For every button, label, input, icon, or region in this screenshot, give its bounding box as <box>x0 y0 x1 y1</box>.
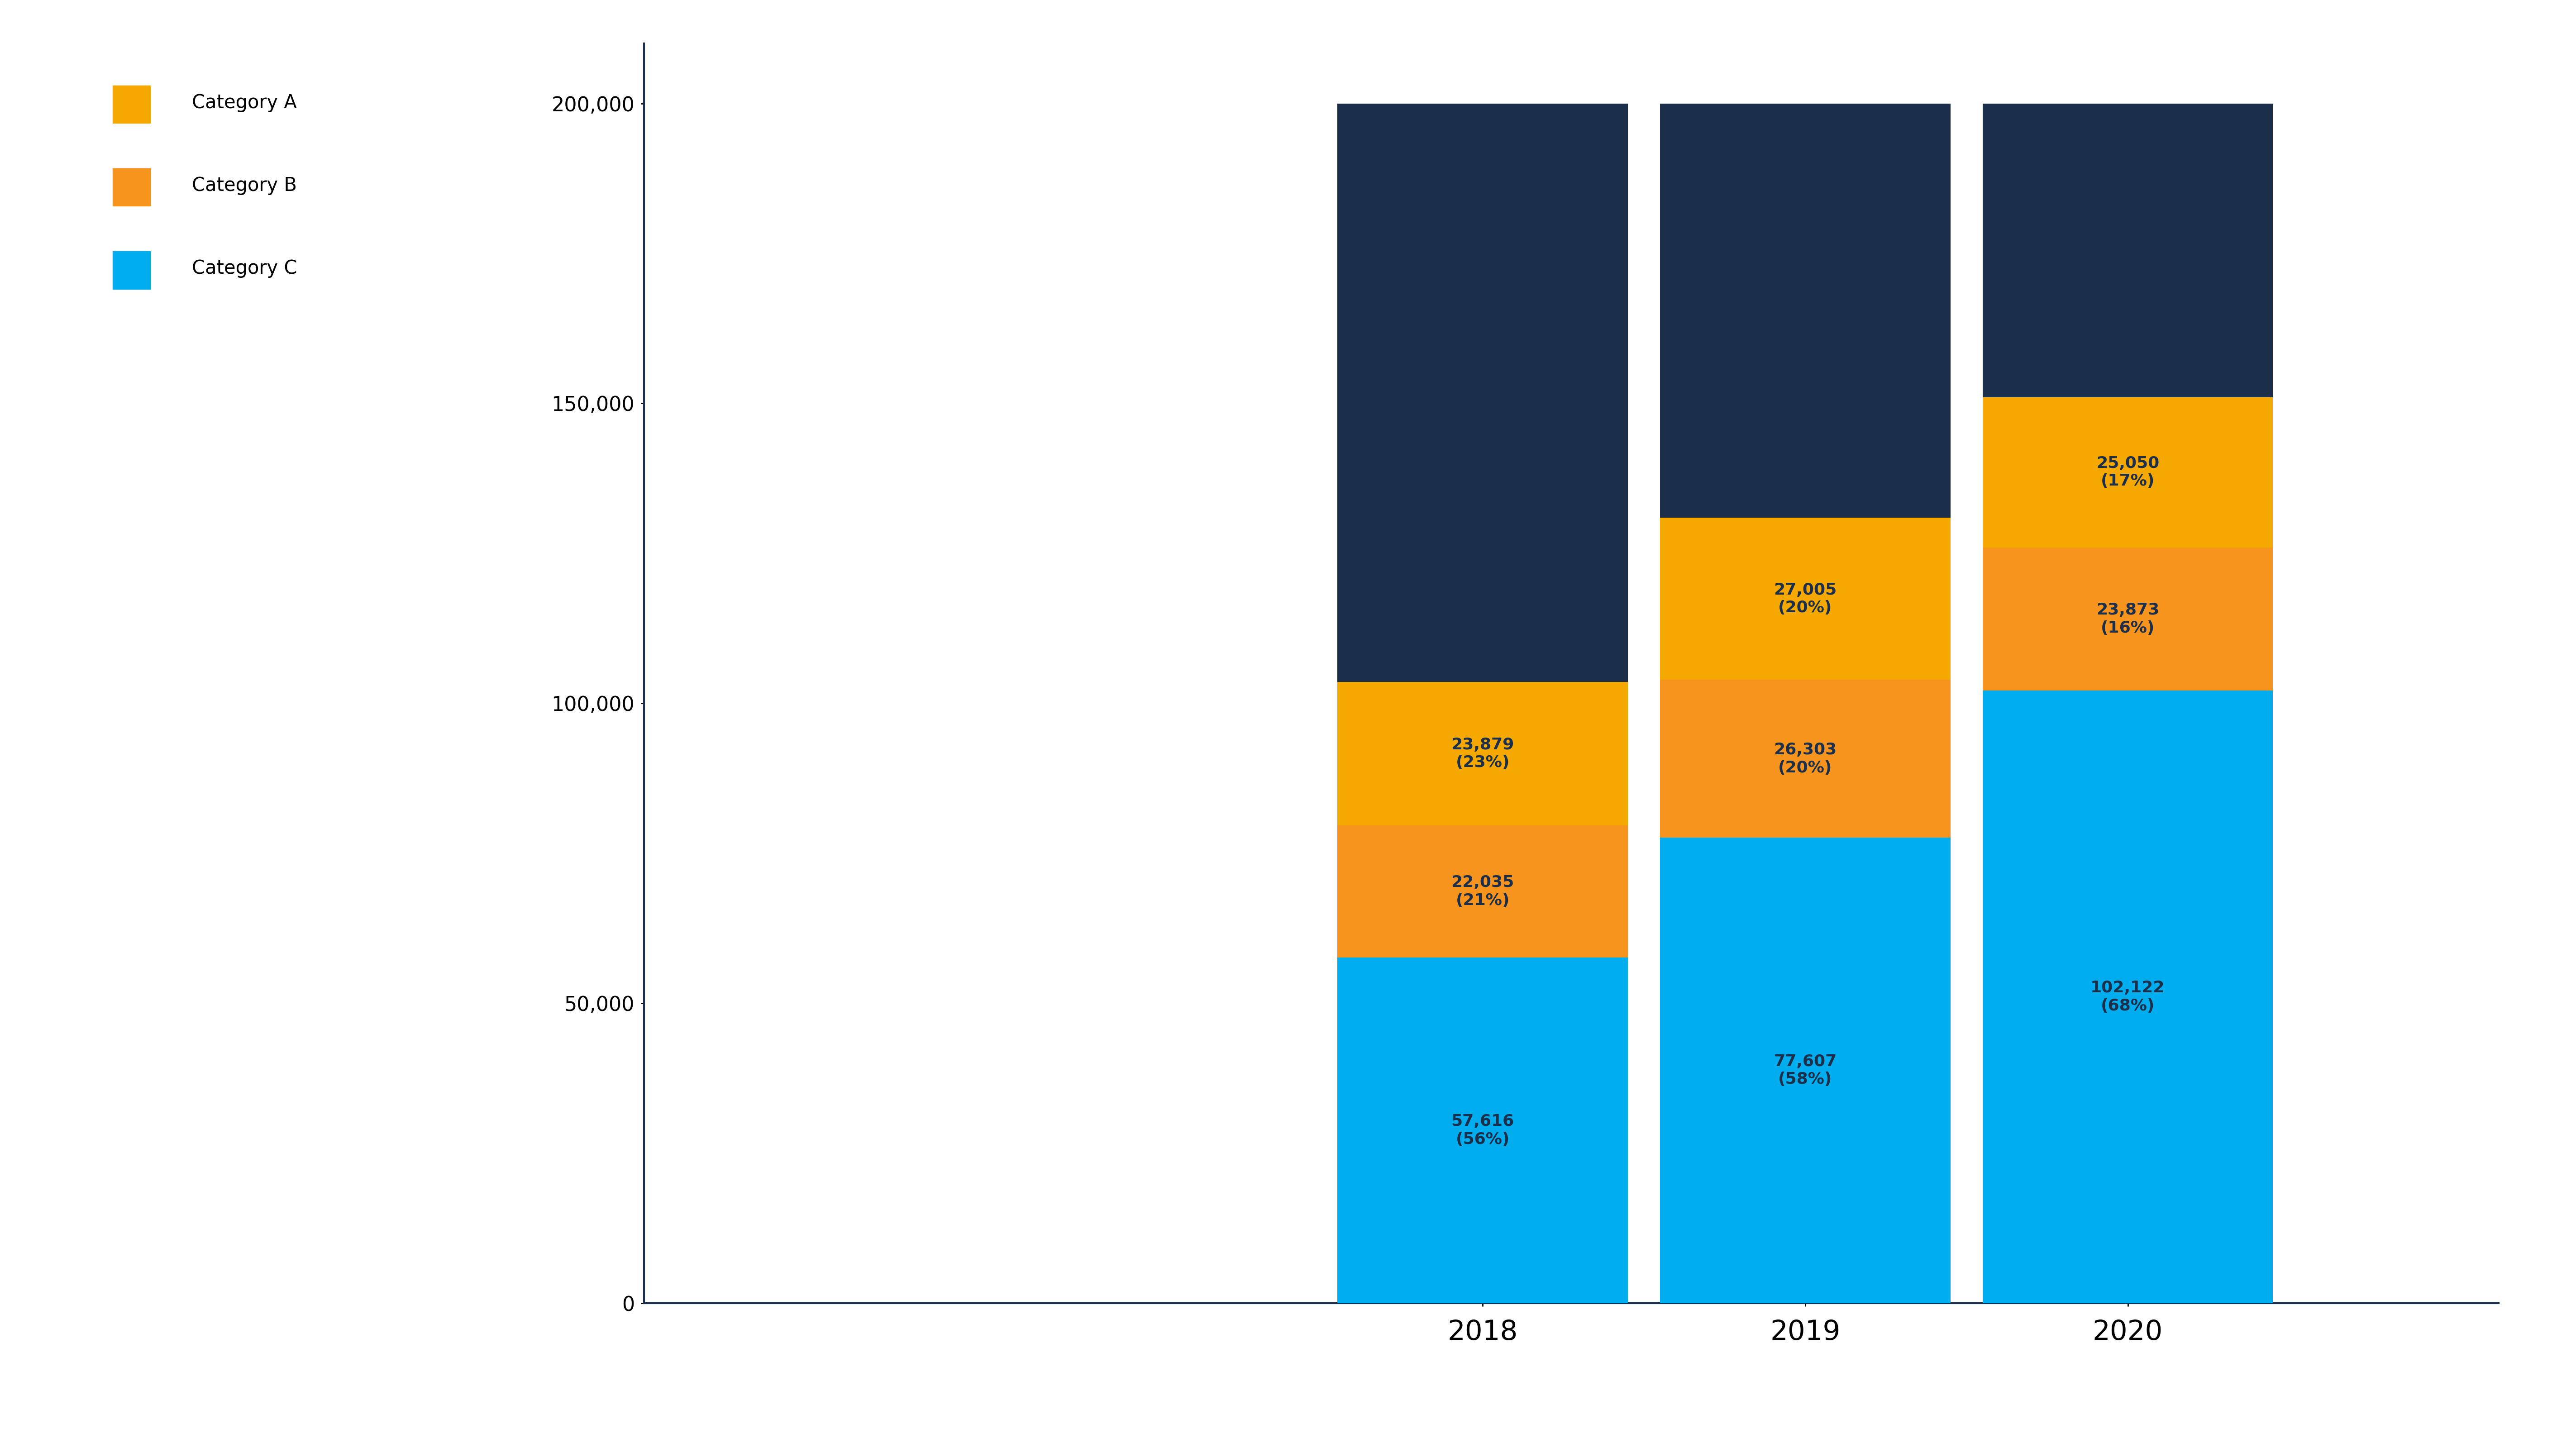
Bar <box>1337 957 1628 1303</box>
Text: 26,303
(20%): 26,303 (20%) <box>1775 743 1837 775</box>
Text: 23,873
(16%): 23,873 (16%) <box>2097 602 2159 636</box>
Text: 27,005
(20%): 27,005 (20%) <box>1775 582 1837 615</box>
Bar <box>1984 691 2272 1303</box>
Text: 77,607
(58%): 77,607 (58%) <box>1775 1054 1837 1087</box>
Legend: Category A, Category B, Category C: Category A, Category B, Category C <box>113 83 296 290</box>
Bar <box>1659 837 1950 1303</box>
Bar <box>1337 682 1628 825</box>
Text: 102,122
(68%): 102,122 (68%) <box>2092 980 2164 1014</box>
Text: 57,616
(56%): 57,616 (56%) <box>1450 1114 1515 1147</box>
Text: 25,050
(17%): 25,050 (17%) <box>2097 456 2159 489</box>
Bar <box>1659 518 1950 681</box>
Bar <box>1984 397 2272 547</box>
Bar <box>1984 547 2272 691</box>
Bar <box>1337 825 1628 957</box>
Bar <box>1659 103 1950 518</box>
Text: 23,879
(23%): 23,879 (23%) <box>1450 737 1515 770</box>
Bar <box>1659 681 1950 837</box>
Text: 22,035
(21%): 22,035 (21%) <box>1450 875 1515 908</box>
Bar <box>1337 103 1628 682</box>
Bar <box>1984 103 2272 397</box>
